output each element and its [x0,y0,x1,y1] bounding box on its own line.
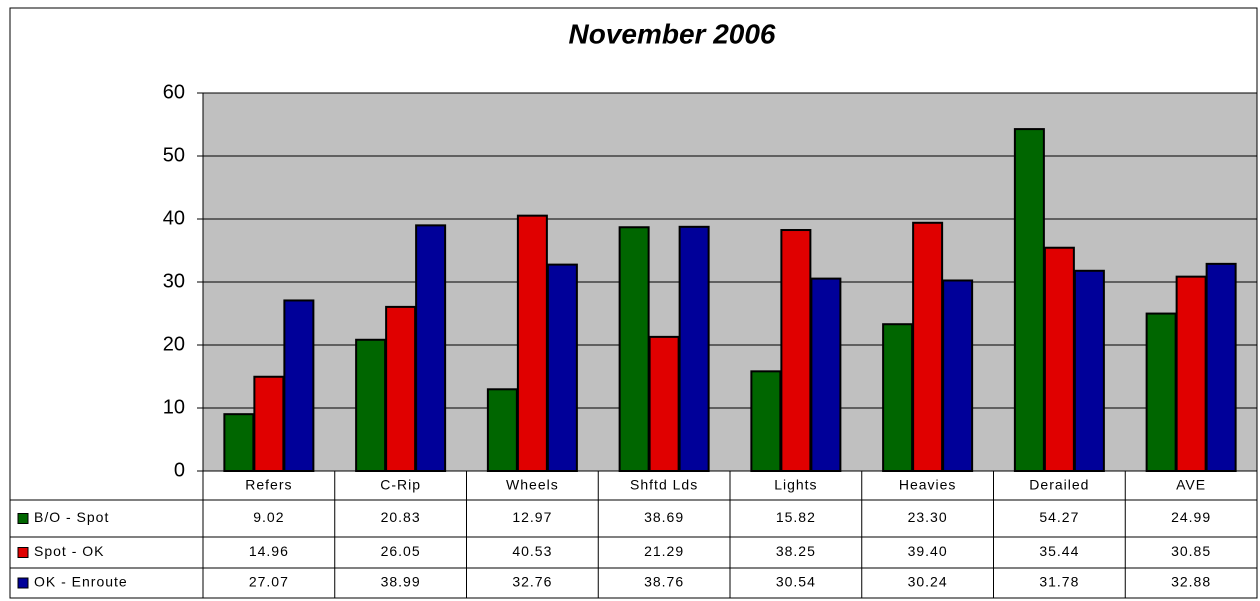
y-tick-label: 30 [163,270,185,292]
bar [648,335,680,472]
category-label: Derailed [1029,477,1089,493]
table-value: 30.54 [776,574,816,590]
table-value: 24.99 [1171,509,1211,525]
bar [415,224,447,472]
table-value: 27.07 [249,574,289,590]
table-value: 23.30 [908,509,948,525]
table-value: 32.76 [512,574,552,590]
legend-label: OK - Enroute [34,574,128,590]
bar [283,299,315,473]
table-value: 14.96 [249,543,289,559]
table-value: 12.97 [512,509,552,525]
y-tick-label: 60 [163,81,185,103]
bar [1013,128,1045,472]
legend-swatch [17,547,29,558]
bar [1205,262,1237,472]
category-label: Refers [245,477,292,493]
y-tick-label: 0 [174,459,185,481]
table-value: 38.25 [776,543,816,559]
legend-swatch [17,513,29,524]
y-tick-label: 40 [163,207,185,229]
bar [882,323,914,472]
chart-title: November 2006 [568,18,775,49]
bar [1145,312,1177,472]
category-label: C-Rip [380,477,421,493]
bar [678,225,710,472]
category-label: Shftd Lds [630,477,698,493]
table-value: 9.02 [253,509,284,525]
bar [486,388,518,472]
bar [253,375,285,473]
table-value: 40.53 [512,543,552,559]
table-value: 39.40 [908,543,948,559]
bar [750,370,782,473]
table-value: 30.24 [908,574,948,590]
bar [516,214,548,472]
table-value: 35.44 [1039,543,1079,559]
bar [810,277,842,472]
table-value: 30.85 [1171,543,1211,559]
category-label: AVE [1176,477,1206,493]
bar [355,338,387,472]
bar [942,279,974,472]
y-tick-label: 50 [163,144,185,166]
bar [546,263,578,472]
bar [223,413,255,473]
category-label: Wheels [506,477,559,493]
table-value: 38.69 [644,509,684,525]
bar [1043,246,1075,472]
table-value: 38.99 [381,574,421,590]
table-value: 21.29 [644,543,684,559]
bar [618,226,650,472]
bar [1175,275,1207,472]
bar [912,221,944,472]
table-value: 32.88 [1171,574,1211,590]
table-value: 31.78 [1039,574,1079,590]
legend-label: B/O - Spot [34,509,109,525]
bar [1073,269,1105,473]
table-value: 26.05 [381,543,421,559]
table-value: 15.82 [776,509,816,525]
bar [780,229,812,472]
y-tick-label: 20 [163,333,185,355]
table-value: 54.27 [1039,509,1079,525]
y-tick-label: 10 [163,396,185,418]
bar [385,305,417,473]
table-value: 38.76 [644,574,684,590]
category-label: Heavies [899,477,957,493]
legend-label: Spot - OK [34,543,104,559]
legend-swatch [17,577,29,589]
table-value: 20.83 [381,509,421,525]
category-label: Lights [774,477,817,493]
